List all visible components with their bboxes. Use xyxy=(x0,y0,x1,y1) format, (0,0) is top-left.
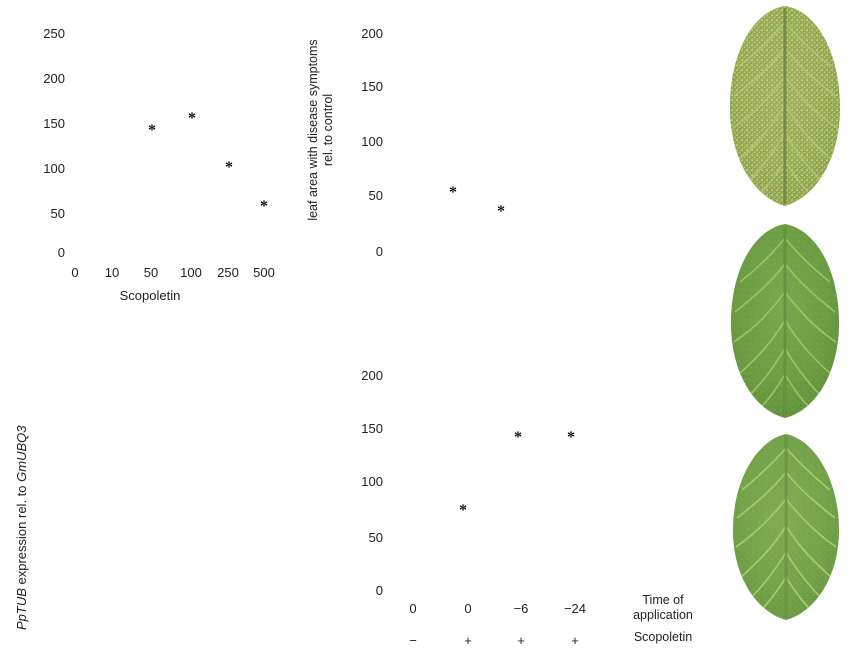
significance-marker: * xyxy=(497,203,505,220)
xtick-label: 10 xyxy=(104,265,120,280)
ytick-label: 150 xyxy=(361,421,383,436)
xtick-label: 100 xyxy=(180,265,202,280)
condition-cell-time: 0 xyxy=(409,601,417,616)
gene-name-gmubq3: GmUBQ3 xyxy=(14,425,29,482)
ytick-label: 150 xyxy=(43,116,65,131)
gene-name-pptub: PpTUB xyxy=(14,588,29,630)
leaf-diseased-icon xyxy=(729,6,841,206)
ytick-label: 250 xyxy=(43,26,65,41)
condition-cell-scopoletin: + xyxy=(571,633,579,648)
condition-cell-scopoletin: + xyxy=(517,633,525,648)
ytick-label: 50 xyxy=(368,530,383,545)
xtick-label: 50 xyxy=(143,265,159,280)
significance-marker: * xyxy=(225,159,233,176)
axis-title-line-1: leaf area with disease symptoms xyxy=(306,39,320,221)
ytick-label: 150 xyxy=(361,79,383,94)
condition-row-label-time-line2: application xyxy=(633,608,693,622)
condition-table: 0 0 −6 −24 Time of application − + + + S… xyxy=(380,590,850,650)
ytick-label: 200 xyxy=(43,71,65,86)
condition-cell-scopoletin: − xyxy=(409,633,417,648)
significance-marker: * xyxy=(449,184,457,201)
condition-row-label-time-line1: Time of xyxy=(642,593,684,607)
significance-marker: * xyxy=(459,502,467,519)
xaxis-title-scopoletin: Scopoletin xyxy=(119,288,181,303)
ytick-label: 0 xyxy=(375,583,383,598)
axis-title-line-2: rel. to control xyxy=(321,93,335,167)
xtick-label: 500 xyxy=(253,265,275,280)
ytick-label: 200 xyxy=(361,26,383,41)
significance-marker: * xyxy=(567,429,575,446)
leaf-healthy-upper-icon xyxy=(730,224,840,418)
leaf-photo-diseased xyxy=(726,4,844,209)
ytick-label: 100 xyxy=(361,134,383,149)
ytick-label: 100 xyxy=(43,161,65,176)
leaf-healthy-lower-icon xyxy=(732,434,840,620)
significance-marker: * xyxy=(148,122,156,139)
axis-title-leaf-area: leaf area with disease symptoms rel. to … xyxy=(306,10,336,250)
leaf-photo-healthy-lower xyxy=(728,432,844,622)
panel-bottom-middle: 200 150 100 50 0 * * * xyxy=(300,350,700,650)
ytick-label: 100 xyxy=(361,474,383,489)
panel-top-left: 250 200 150 100 50 0 * * * * 0 10 50 100… xyxy=(0,0,300,310)
condition-cell-time: −6 xyxy=(513,601,529,616)
ytick-label: 0 xyxy=(57,245,65,260)
axis-title-roman-part: expression rel. to xyxy=(14,481,29,589)
ytick-label: 50 xyxy=(50,206,65,221)
condition-cell-time: 0 xyxy=(464,601,472,616)
condition-row-label-time: Time of application xyxy=(608,593,718,623)
ytick-label: 50 xyxy=(368,188,383,203)
significance-marker: * xyxy=(188,110,196,127)
panel-top-middle: leaf area with disease symptoms rel. to … xyxy=(300,0,630,290)
xtick-label: 0 xyxy=(71,265,79,280)
condition-row-label-scopoletin: Scopoletin xyxy=(633,630,693,644)
ytick-label: 200 xyxy=(361,368,383,383)
axis-title-ppttub-expression: PpTUB expression rel. to GmUBQ3 xyxy=(14,426,29,630)
significance-marker: * xyxy=(514,429,522,446)
significance-marker: * xyxy=(260,198,268,215)
ytick-label: 0 xyxy=(375,244,383,259)
leaf-photo-healthy-upper xyxy=(726,222,844,420)
condition-cell-scopoletin: + xyxy=(464,633,472,648)
xtick-label: 250 xyxy=(217,265,239,280)
condition-cell-time: −24 xyxy=(563,601,587,616)
